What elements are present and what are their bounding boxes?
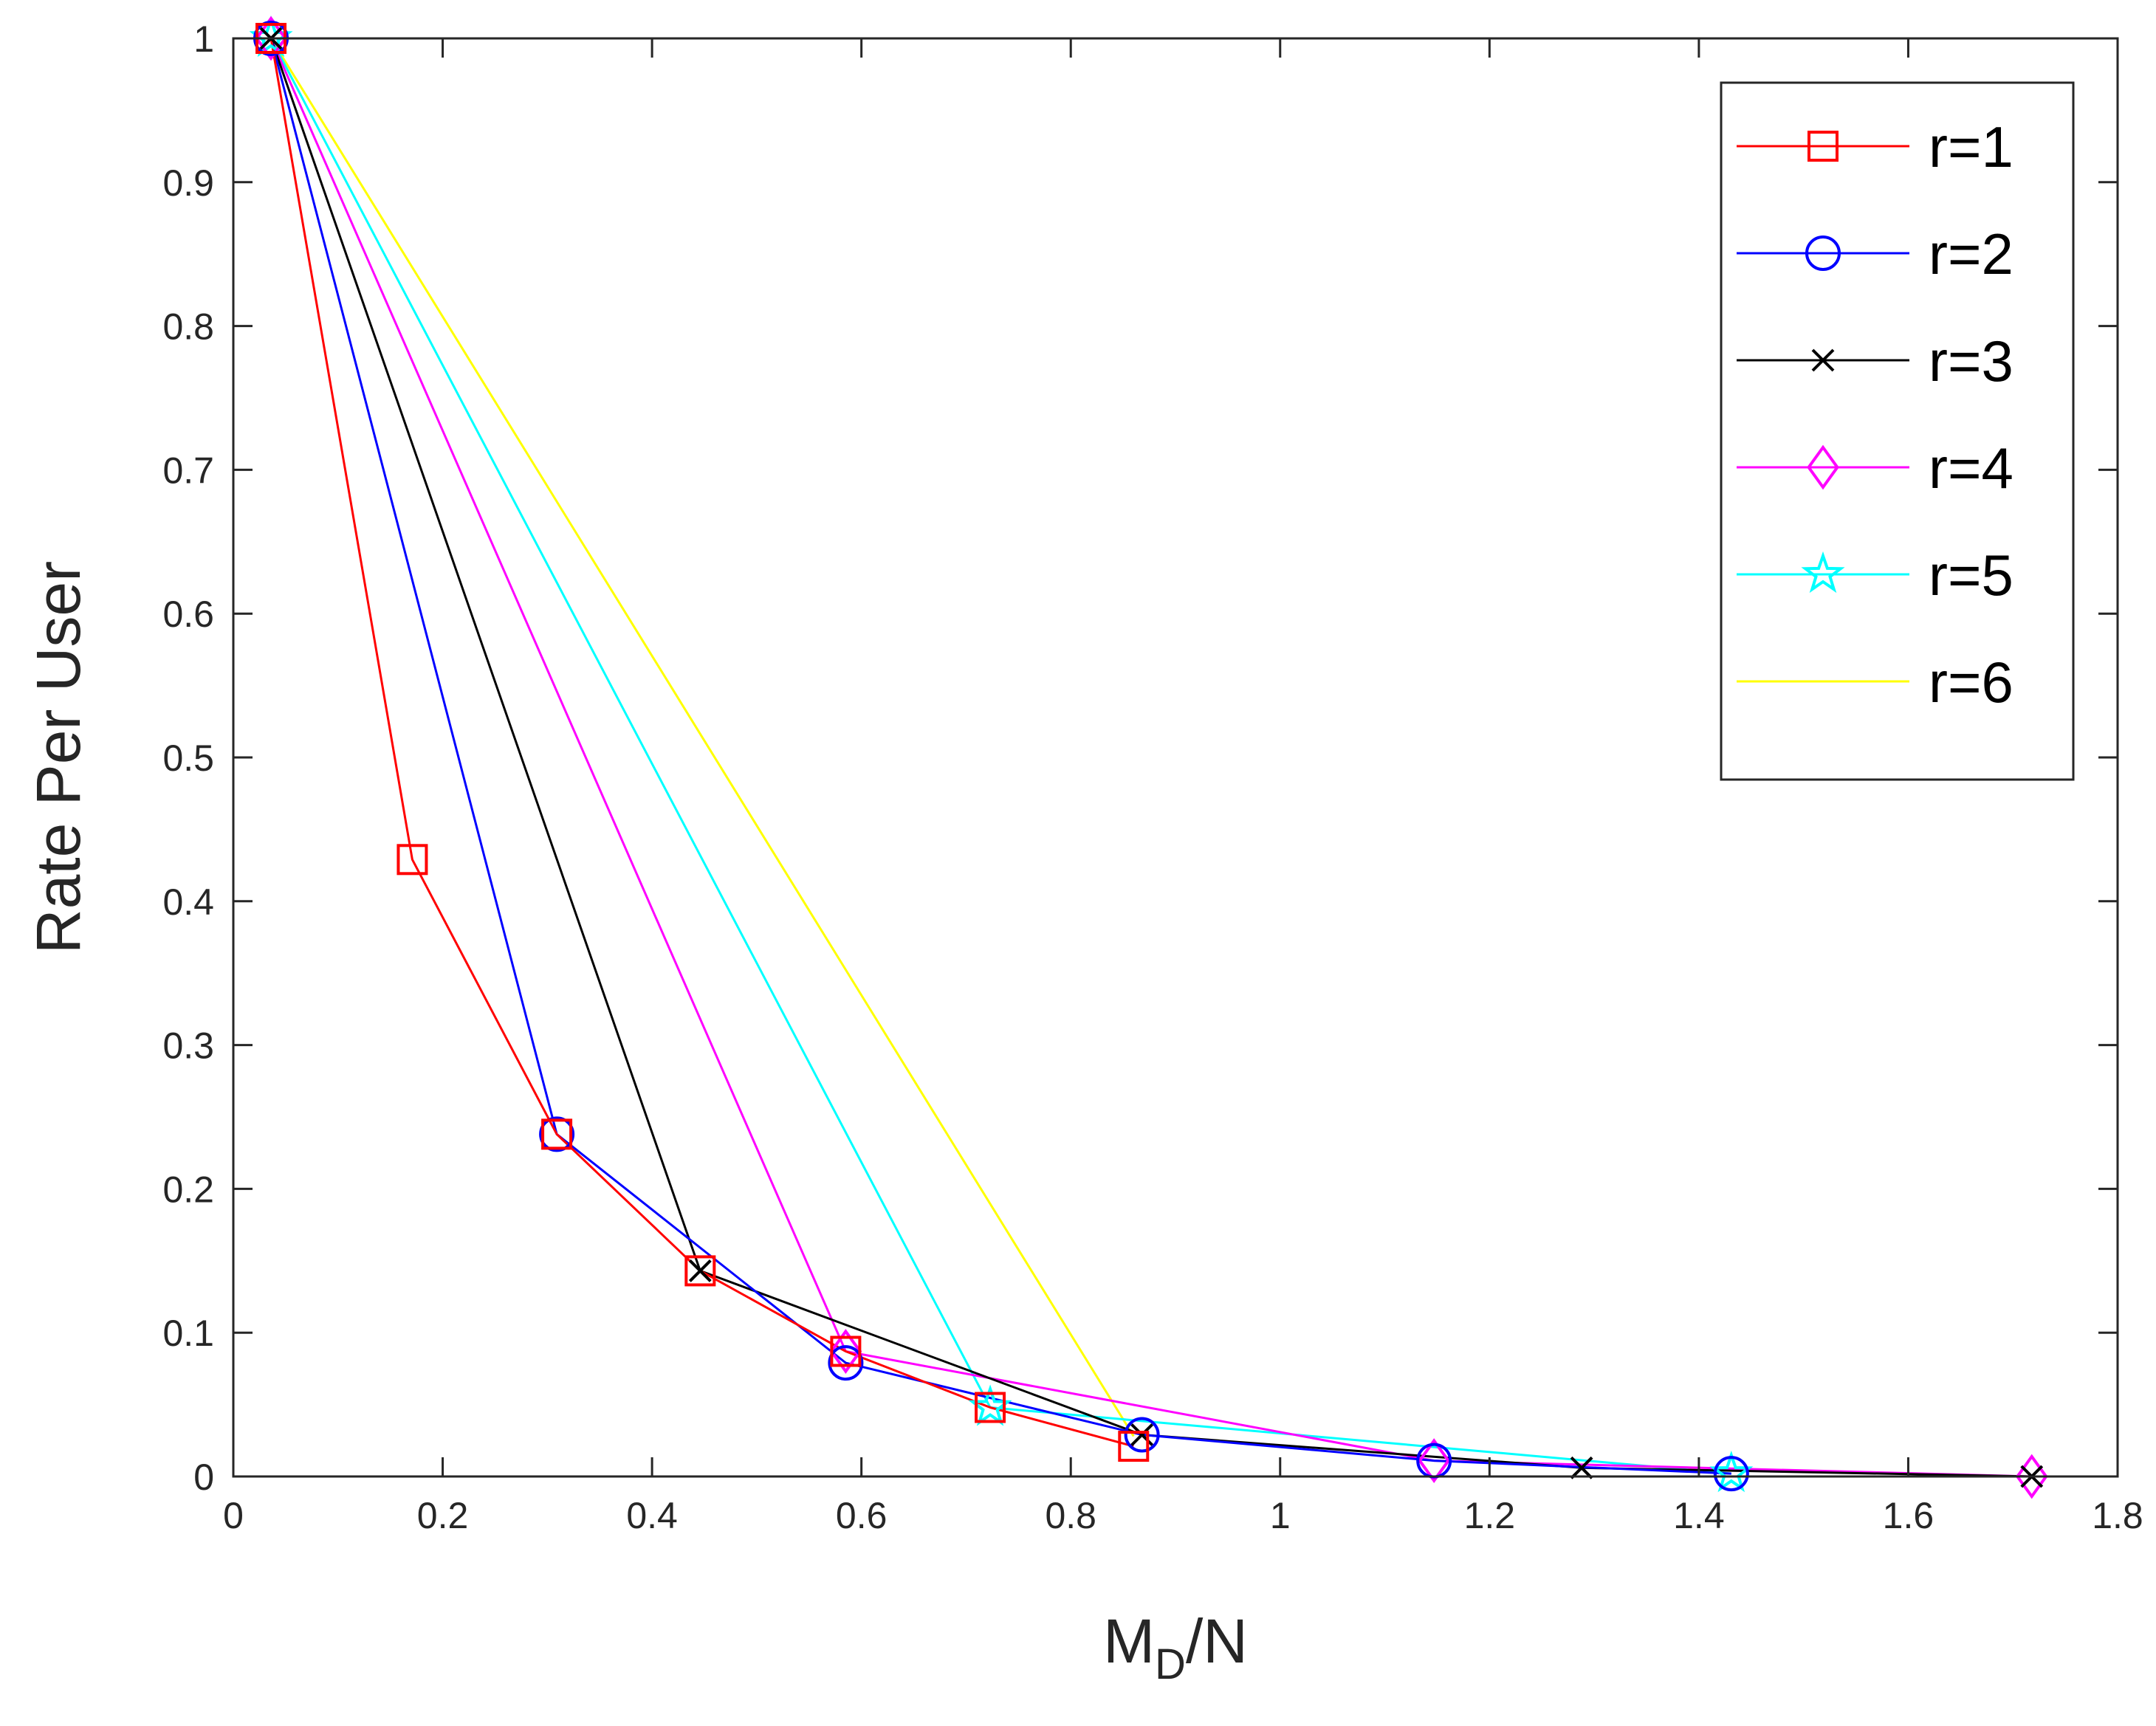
legend-label-r=6: r=6 bbox=[1929, 650, 2013, 715]
x-axis-title: MD/N bbox=[1103, 1606, 1248, 1688]
legend-marker-r=4 bbox=[1807, 444, 1839, 490]
legend-marker-r=5 bbox=[1801, 551, 1845, 594]
legend-marker-r=1 bbox=[1807, 131, 1839, 162]
data-point-r=1 bbox=[975, 1392, 1006, 1423]
y-tick-label: 0.3 bbox=[162, 1025, 214, 1067]
data-point-r=1 bbox=[396, 844, 428, 876]
legend-label-r=4: r=4 bbox=[1929, 436, 2013, 501]
data-point-r=2 bbox=[1713, 1456, 1749, 1492]
marker-layer bbox=[249, 15, 2048, 1499]
x-axis-title-subscript: D bbox=[1155, 1640, 1186, 1688]
data-point-r=4 bbox=[2015, 1454, 2048, 1499]
data-point-r=4 bbox=[829, 1329, 862, 1374]
data-point-r=2 bbox=[539, 1116, 575, 1152]
series-line-r=6 bbox=[270, 38, 1135, 1437]
y-tick-label: 0.1 bbox=[162, 1313, 214, 1354]
y-tick-label: 0.4 bbox=[162, 881, 214, 923]
data-point-r=3 bbox=[688, 1259, 712, 1282]
x-axis-title-main: M bbox=[1103, 1606, 1155, 1676]
data-point-r=4 bbox=[1418, 1438, 1451, 1483]
data-point-r=1 bbox=[830, 1335, 862, 1367]
y-tick-label: 0.2 bbox=[162, 1169, 214, 1210]
legend-marker-r=2 bbox=[1805, 235, 1841, 271]
legend-marker-r=3 bbox=[1811, 348, 1835, 372]
data-point-r=2 bbox=[828, 1345, 864, 1381]
series-line-r=4 bbox=[270, 38, 2032, 1476]
y-tick-label: 0 bbox=[193, 1457, 214, 1498]
y-tick-label: 1 bbox=[193, 18, 214, 60]
x-tick-label: 1.4 bbox=[1673, 1495, 1725, 1536]
data-point-r=5 bbox=[1709, 1450, 1754, 1493]
y-tick-label: 0.9 bbox=[162, 162, 214, 204]
x-tick-label: 0 bbox=[223, 1495, 244, 1536]
x-tick-label: 1.6 bbox=[1883, 1495, 1934, 1536]
data-point-r=1 bbox=[684, 1255, 716, 1287]
x-tick-label: 1.8 bbox=[2092, 1495, 2143, 1536]
series-line-r=2 bbox=[270, 38, 1731, 1475]
legend-label-r=1: r=1 bbox=[1929, 114, 2013, 179]
y-tick-label: 0.6 bbox=[162, 594, 214, 635]
y-tick-label: 0.5 bbox=[162, 737, 214, 779]
legend-box bbox=[1720, 81, 2075, 781]
legend-label-r=2: r=2 bbox=[1929, 221, 2013, 286]
data-point-r=2 bbox=[1124, 1417, 1160, 1453]
legend: r=1 r=2 r=3 r=4 r=5 r=6 bbox=[1720, 81, 2075, 781]
data-point-r=4 bbox=[255, 16, 287, 61]
x-tick-label: 1.2 bbox=[1464, 1495, 1516, 1536]
x-axis-title-suffix: /N bbox=[1186, 1606, 1248, 1676]
x-tick-label: 0.2 bbox=[417, 1495, 469, 1536]
x-tick-label: 0.6 bbox=[836, 1495, 888, 1536]
data-point-r=1 bbox=[1118, 1431, 1150, 1462]
y-tick-label: 0.7 bbox=[162, 450, 214, 491]
data-point-r=3 bbox=[1570, 1456, 1593, 1479]
legend-label-r=3: r=3 bbox=[1929, 329, 2013, 393]
y-tick-label: 0.8 bbox=[162, 306, 214, 348]
x-tick-label: 1 bbox=[1270, 1495, 1291, 1536]
series-line-r=5 bbox=[270, 38, 1731, 1475]
legend-label-r=5: r=5 bbox=[1929, 543, 2013, 608]
data-point-r=1 bbox=[541, 1118, 573, 1150]
x-tick-label: 0.4 bbox=[626, 1495, 678, 1536]
tick-layer: 0 0.2 0.4 0.6 0.8 1 1.2 1.4 1.6 1.8 0 0.1 0.2 0.3 0.4 0… bbox=[162, 18, 2143, 1536]
x-tick-label: 0.8 bbox=[1045, 1495, 1096, 1536]
y-axis-title: Rate Per User bbox=[24, 561, 93, 954]
